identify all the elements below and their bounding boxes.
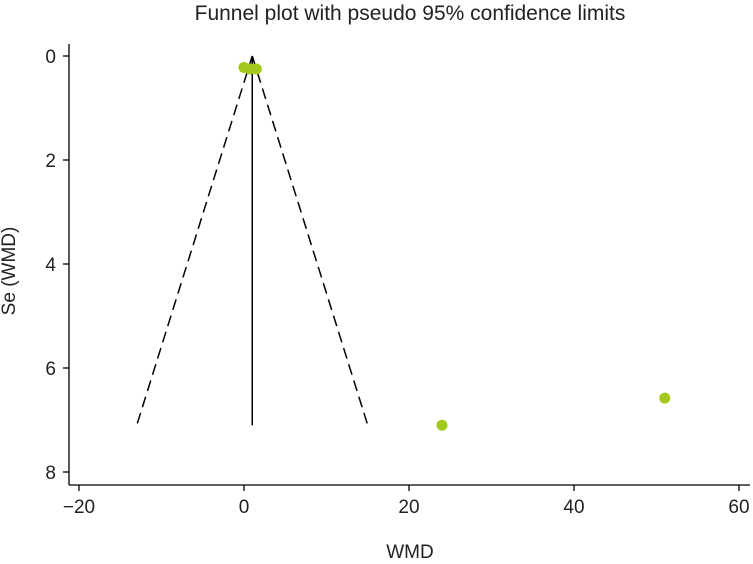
chart-title: Funnel plot with pseudo 95% confidence l… <box>194 2 626 25</box>
y-tick-label: 4 <box>45 255 56 276</box>
x-tick-label: 40 <box>563 497 584 518</box>
lower-confidence-limit <box>136 55 253 426</box>
y-tick-label: 8 <box>45 463 56 484</box>
x-tick-label: −20 <box>63 497 95 518</box>
data-point <box>659 392 671 404</box>
y-tick-label: 2 <box>45 151 56 172</box>
upper-confidence-limit <box>251 55 369 426</box>
data-point <box>436 419 448 431</box>
data-point <box>250 63 262 75</box>
x-tick-label: 0 <box>239 497 250 518</box>
x-tick-label: 20 <box>398 497 419 518</box>
y-tick-label: 6 <box>45 359 56 380</box>
y-tick-label: 0 <box>45 47 56 68</box>
x-axis-label: WMD <box>386 542 434 563</box>
x-tick-label: 60 <box>728 497 749 518</box>
